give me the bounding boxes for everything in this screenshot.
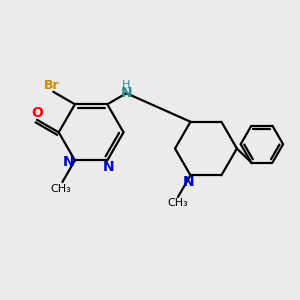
Text: Br: Br — [44, 79, 60, 92]
Text: N: N — [103, 160, 115, 174]
Text: O: O — [31, 106, 43, 120]
Text: CH₃: CH₃ — [168, 199, 188, 208]
Text: N: N — [183, 175, 195, 189]
Text: H: H — [122, 80, 130, 90]
Text: N: N — [121, 86, 132, 100]
Text: N: N — [63, 155, 74, 169]
Text: CH₃: CH₃ — [51, 184, 71, 194]
